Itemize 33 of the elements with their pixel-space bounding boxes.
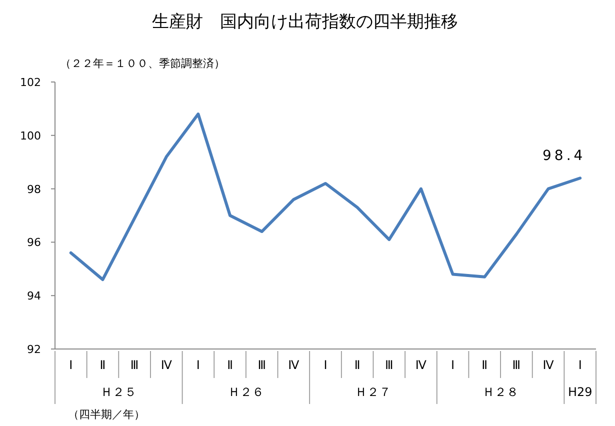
x-tick-label: Ⅰ <box>69 358 73 372</box>
x-tick-label: Ⅲ <box>130 358 139 372</box>
x-tick-label: Ⅲ <box>512 358 521 372</box>
y-tick-label: 102 <box>20 76 41 89</box>
x-tick-label: Ⅰ <box>451 358 455 372</box>
y-tick-label: 98 <box>27 182 41 196</box>
line-series <box>69 112 582 282</box>
x-tick-label: Ⅱ <box>482 358 488 372</box>
chart-title: 生産財 国内向け出荷指数の四半期推移 <box>152 12 458 32</box>
x-tick-label: Ⅱ <box>227 358 233 372</box>
text: （四半期／年） <box>68 408 145 421</box>
x-tick-label: Ⅱ <box>354 358 360 372</box>
x-tick-label: Ⅰ <box>324 358 328 372</box>
y-tick-label: 100 <box>20 129 41 142</box>
x-tick-label: Ⅳ <box>542 358 554 372</box>
y-tick-label: 94 <box>27 290 41 303</box>
x-tick-label: Ⅰ <box>578 358 582 372</box>
x-tick-label: Ⅱ <box>100 358 106 372</box>
text: Ｈ２５ <box>100 385 137 399</box>
text: Ｈ２６ <box>228 385 264 399</box>
text: Ｈ２７ <box>355 385 392 399</box>
data-label: 98.4 <box>542 148 586 164</box>
x-tick-label: Ⅲ <box>385 358 394 372</box>
x-tick-label: Ⅳ <box>288 358 300 372</box>
y-tick-label: 96 <box>27 236 41 250</box>
y-tick-label: 92 <box>27 343 41 356</box>
text: Ｈ２８ <box>482 385 519 399</box>
chart-subtitle: （２２年＝１００、季節調整済） <box>60 57 225 70</box>
x-tick-label: Ⅳ <box>415 358 427 372</box>
x-tick-label: Ⅳ <box>160 358 172 372</box>
text: H29 <box>568 385 592 399</box>
x-tick-label: Ⅲ <box>258 358 266 372</box>
x-tick-label: Ⅰ <box>196 358 200 372</box>
